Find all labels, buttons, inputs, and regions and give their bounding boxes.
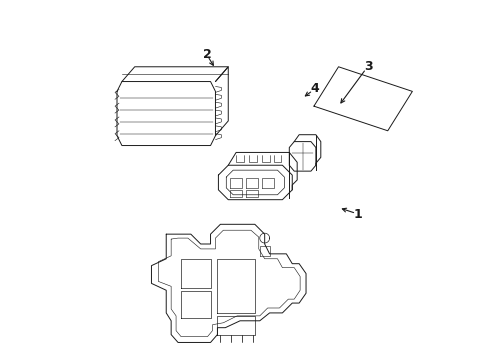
Text: 4: 4 [310, 82, 319, 95]
Text: 3: 3 [363, 60, 372, 73]
Text: 1: 1 [353, 208, 362, 221]
Text: 2: 2 [203, 49, 211, 62]
